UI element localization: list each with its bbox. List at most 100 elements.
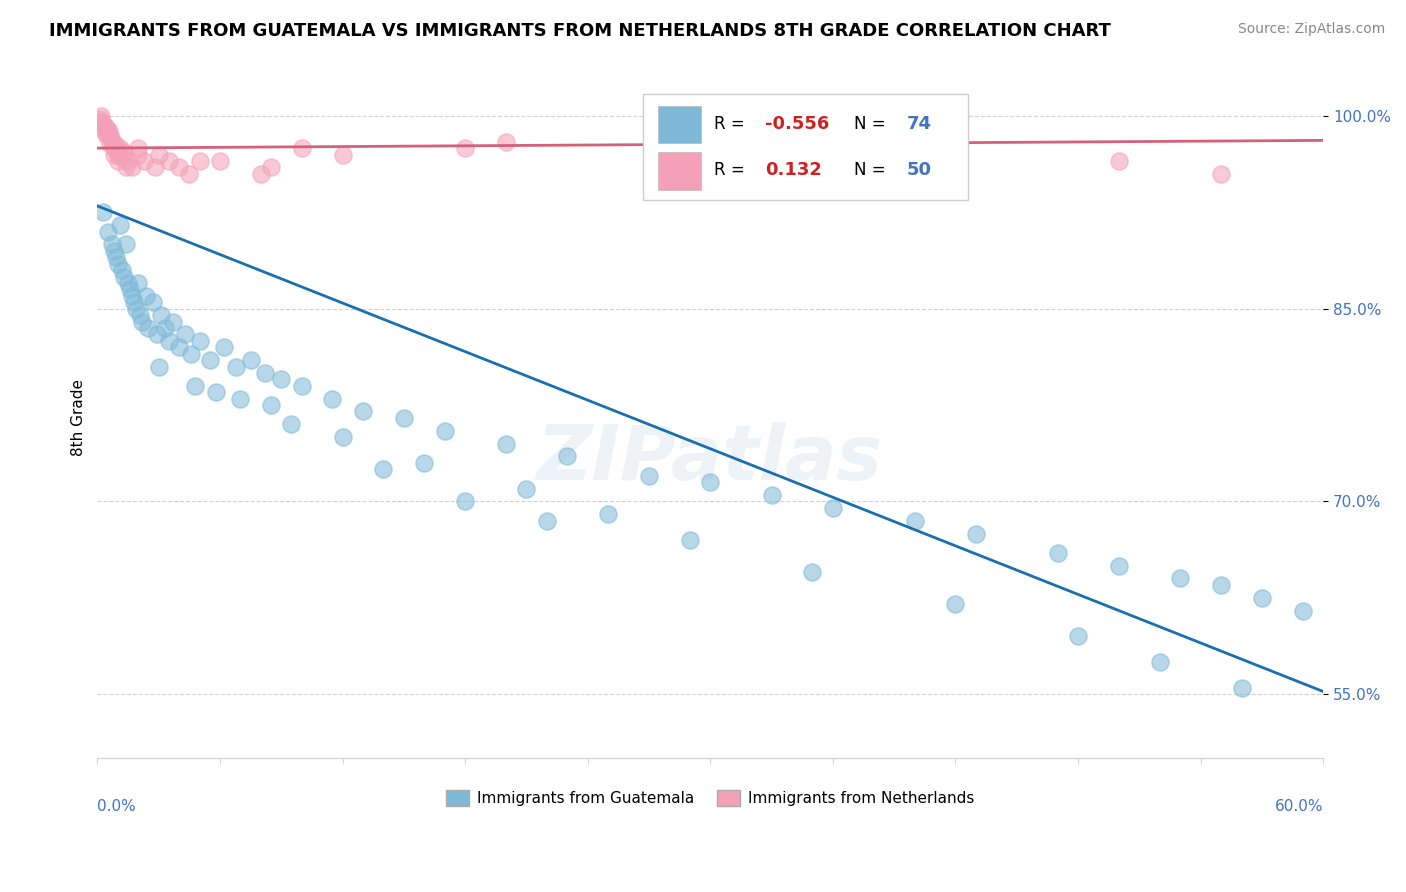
Point: [122, 295, 145, 310]
Point: [1211, 167, 1233, 181]
Point: [1292, 604, 1315, 618]
Point: [321, 392, 343, 406]
Point: [801, 565, 824, 579]
Point: [96, 121, 118, 136]
Point: [118, 282, 141, 296]
Text: R =: R =: [714, 161, 749, 179]
Point: [945, 147, 967, 161]
Point: [208, 153, 231, 168]
Point: [965, 526, 987, 541]
Point: [433, 424, 456, 438]
Point: [270, 372, 292, 386]
Text: 0.0%: 0.0%: [97, 799, 136, 814]
Text: 0.132: 0.132: [765, 161, 823, 179]
Point: [121, 289, 143, 303]
Point: [801, 141, 824, 155]
Point: [108, 141, 131, 155]
Point: [205, 385, 228, 400]
Legend: Immigrants from Guatemala, Immigrants from Netherlands: Immigrants from Guatemala, Immigrants fr…: [440, 784, 980, 812]
Point: [1149, 655, 1171, 669]
Point: [536, 514, 558, 528]
Point: [291, 378, 314, 392]
Point: [1108, 558, 1130, 573]
Point: [153, 321, 176, 335]
Point: [98, 128, 121, 143]
Point: [127, 276, 149, 290]
Point: [149, 308, 172, 322]
Point: [212, 340, 235, 354]
Text: Source: ZipAtlas.com: Source: ZipAtlas.com: [1237, 22, 1385, 37]
Point: [89, 115, 111, 129]
Point: [239, 353, 262, 368]
Text: N =: N =: [853, 115, 890, 133]
Point: [260, 398, 283, 412]
Point: [107, 257, 129, 271]
Point: [98, 137, 121, 152]
Point: [127, 141, 149, 155]
Point: [135, 289, 157, 303]
Point: [112, 269, 135, 284]
Point: [138, 321, 160, 335]
Point: [699, 475, 721, 490]
Point: [598, 508, 620, 522]
Point: [658, 135, 681, 149]
Point: [107, 147, 129, 161]
Point: [260, 161, 283, 175]
FancyBboxPatch shape: [643, 95, 967, 200]
Point: [1108, 153, 1130, 168]
Point: [129, 308, 152, 322]
Point: [89, 112, 111, 126]
Point: [105, 145, 128, 159]
Point: [104, 141, 127, 155]
Point: [392, 410, 415, 425]
Point: [97, 124, 120, 138]
Text: 50: 50: [907, 161, 931, 179]
Point: [141, 295, 163, 310]
Point: [184, 378, 207, 392]
Point: [495, 436, 517, 450]
Point: [104, 250, 127, 264]
Point: [94, 128, 117, 143]
Point: [761, 488, 783, 502]
Point: [131, 314, 153, 328]
Point: [148, 147, 170, 161]
Bar: [658, 152, 700, 189]
Point: [1230, 681, 1253, 695]
Point: [100, 132, 122, 146]
Point: [117, 276, 139, 290]
Text: 60.0%: 60.0%: [1275, 799, 1323, 814]
Point: [103, 141, 125, 155]
Point: [91, 115, 114, 129]
Point: [107, 153, 129, 168]
Point: [373, 462, 395, 476]
Point: [454, 141, 477, 155]
Point: [904, 514, 927, 528]
Point: [179, 167, 201, 181]
Point: [291, 141, 314, 155]
Point: [97, 225, 120, 239]
Point: [352, 404, 374, 418]
Point: [111, 263, 134, 277]
Text: R =: R =: [714, 115, 749, 133]
Point: [253, 366, 276, 380]
Point: [1168, 572, 1191, 586]
Point: [225, 359, 247, 374]
Point: [495, 135, 517, 149]
Point: [167, 161, 190, 175]
Point: [97, 128, 120, 143]
Point: [148, 359, 170, 374]
Point: [100, 237, 122, 252]
Point: [143, 161, 166, 175]
Point: [1211, 578, 1233, 592]
Point: [1251, 591, 1274, 605]
Point: [229, 392, 252, 406]
Text: -0.556: -0.556: [765, 115, 830, 133]
Point: [413, 456, 436, 470]
Point: [103, 244, 125, 258]
Point: [188, 153, 211, 168]
Point: [162, 314, 184, 328]
Point: [93, 205, 115, 219]
Point: [117, 153, 139, 168]
Point: [90, 109, 112, 123]
Point: [280, 417, 302, 432]
